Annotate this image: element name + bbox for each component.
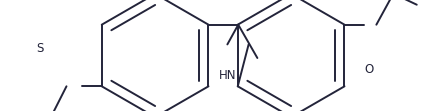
Text: HN: HN [218,69,236,82]
Text: S: S [37,42,44,55]
Text: O: O [364,63,374,76]
